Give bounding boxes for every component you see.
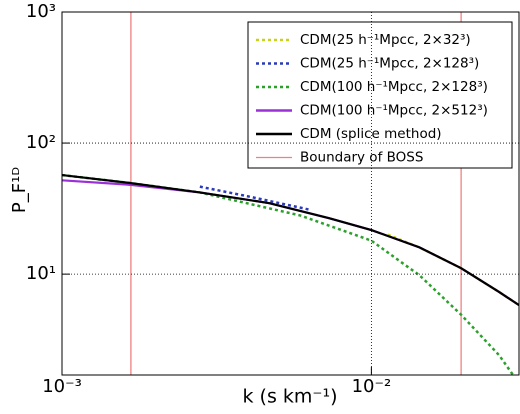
legend-label: Boundary of BOSS: [300, 150, 423, 166]
x-tick-label: 10⁻³: [42, 376, 82, 397]
series-line: [62, 173, 519, 307]
x-tick-label: 10⁻²: [352, 376, 392, 397]
legend-label: CDM(100 h⁻¹Mpcc, 2×512³): [300, 103, 488, 119]
y-tick-label: 10¹: [26, 263, 56, 284]
series-line: [199, 185, 311, 211]
y-tick-label: 10³: [26, 1, 56, 22]
legend-box: [247, 21, 513, 169]
legend-label: CDM(100 h⁻¹Mpcc, 2×128³): [300, 79, 488, 95]
series-line: [62, 173, 515, 375]
series-line: [387, 233, 519, 307]
x-axis-label: k (s km⁻¹): [243, 386, 338, 408]
legend-label: CDM (splice method): [300, 126, 442, 142]
legend-label: CDM(25 h⁻¹Mpcc, 2×32³): [300, 32, 471, 48]
y-tick-label: 10²: [26, 132, 56, 153]
legend-label: CDM(25 h⁻¹Mpcc, 2×128³): [300, 56, 479, 72]
y-axis-label: P_F¹ᴰ: [9, 167, 30, 213]
